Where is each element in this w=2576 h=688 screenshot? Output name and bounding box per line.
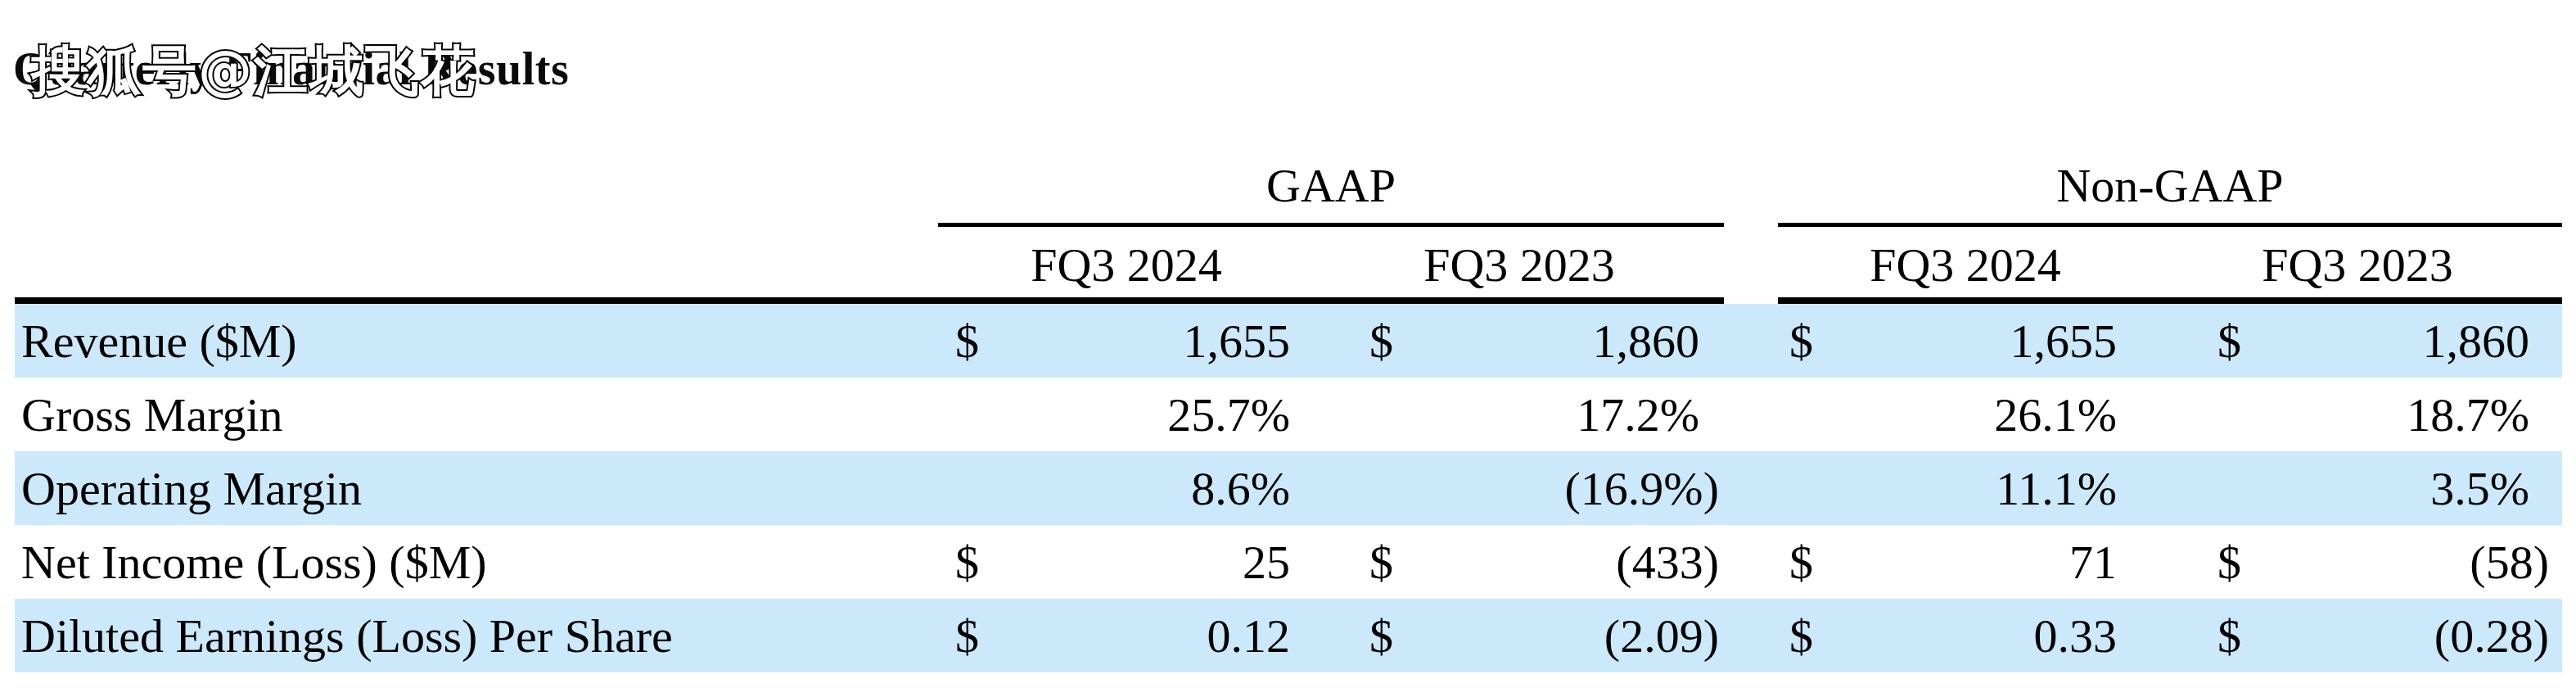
cell-value: 1,860 (1593, 314, 1700, 369)
cell-value: 18.7% (2407, 387, 2529, 442)
row-label: Revenue ($M) (15, 297, 938, 378)
table-cell: $ (433) (1315, 525, 1724, 599)
cell-value: (58) (2470, 535, 2549, 590)
row-label: Diluted Earnings (Loss) Per Share (15, 599, 938, 672)
cell-value: 26.1% (1994, 387, 2117, 442)
currency-symbol: $ (2217, 314, 2241, 369)
cell-value: (16.9%) (1565, 461, 1719, 516)
currency-symbol: $ (955, 609, 979, 663)
section-gap (1724, 525, 1778, 599)
cell-value: 3.5% (2430, 461, 2529, 516)
financial-results-table: GAAP Non-GAAP FQ3 2024 FQ3 2023 FQ3 2024… (15, 149, 2562, 672)
table-cell: $ 1,860 (1315, 297, 1724, 378)
group-header-gaap-label: GAAP (1266, 158, 1396, 213)
table-cell: (16.9%) (1315, 451, 1724, 525)
table-cell: 11.1% (1778, 451, 2153, 525)
financial-results-page: Quarterly Financial Results 搜狐号@江城飞花 GAA… (0, 0, 2576, 688)
table-cell: $ 1,655 (938, 297, 1315, 378)
table-cell: $ (0.28) (2153, 599, 2562, 672)
currency-symbol: $ (1369, 609, 1393, 663)
cell-value: 1,655 (1184, 314, 1291, 369)
currency-symbol: $ (2217, 535, 2241, 590)
table-cell: 25.7% (938, 378, 1315, 451)
row-label: Operating Margin (15, 451, 938, 525)
table-cell: $ 0.12 (938, 599, 1315, 672)
table-cell: $ (58) (2153, 525, 2562, 599)
currency-symbol: $ (2217, 609, 2241, 663)
table-cell: $ 1,655 (1778, 297, 2153, 378)
column-header-gaap-fq3-2024: FQ3 2024 (938, 227, 1315, 297)
table-cell: $ 1,860 (2153, 297, 2562, 378)
section-gap (1724, 599, 1778, 672)
watermark-text: 搜狐号@江城飞花 (31, 34, 476, 108)
cell-value: 8.6% (1191, 461, 1290, 516)
cell-value: (0.28) (2434, 609, 2549, 663)
currency-symbol: $ (1789, 314, 1813, 369)
currency-symbol: $ (1789, 609, 1813, 663)
row-label: Net Income (Loss) ($M) (15, 525, 938, 599)
column-header-gaap-fq3-2023: FQ3 2023 (1315, 227, 1724, 297)
cell-value: (2.09) (1604, 609, 1719, 663)
cell-value: 17.2% (1577, 387, 1699, 442)
cell-value: 0.33 (2034, 609, 2118, 663)
table-cell: 3.5% (2153, 451, 2562, 525)
section-gap (1724, 297, 1778, 378)
cell-value: 25.7% (1167, 387, 1290, 442)
cell-value: 11.1% (1996, 461, 2117, 516)
group-header-non-gaap-label: Non-GAAP (2056, 158, 2283, 213)
table-cell: 26.1% (1778, 378, 2153, 451)
table-cell: $ (2.09) (1315, 599, 1724, 672)
table-cell: $ 0.33 (1778, 599, 2153, 672)
table-cell: 17.2% (1315, 378, 1724, 451)
column-header-nongaap-fq3-2024: FQ3 2024 (1778, 227, 2153, 297)
cell-value: 1,655 (2010, 314, 2118, 369)
cell-value: 25 (1243, 535, 1290, 590)
row-label: Gross Margin (15, 378, 938, 451)
table-cell: 18.7% (2153, 378, 2562, 451)
currency-symbol: $ (955, 535, 979, 590)
cell-value: 1,860 (2423, 314, 2530, 369)
currency-symbol: $ (1369, 535, 1393, 590)
currency-symbol: $ (1369, 314, 1393, 369)
currency-symbol: $ (1789, 535, 1813, 590)
currency-symbol: $ (955, 314, 979, 369)
group-header-non-gaap: Non-GAAP (1778, 149, 2562, 227)
cell-value: 0.12 (1207, 609, 1291, 663)
cell-value: 71 (2069, 535, 2117, 590)
table-cell: $ 25 (938, 525, 1315, 599)
section-gap (1724, 451, 1778, 525)
column-header-nongaap-fq3-2023: FQ3 2023 (2153, 227, 2562, 297)
table-cell: 8.6% (938, 451, 1315, 525)
group-header-gaap: GAAP (938, 149, 1724, 227)
table-cell: $ 71 (1778, 525, 2153, 599)
section-gap (1724, 378, 1778, 451)
cell-value: (433) (1616, 535, 1719, 590)
